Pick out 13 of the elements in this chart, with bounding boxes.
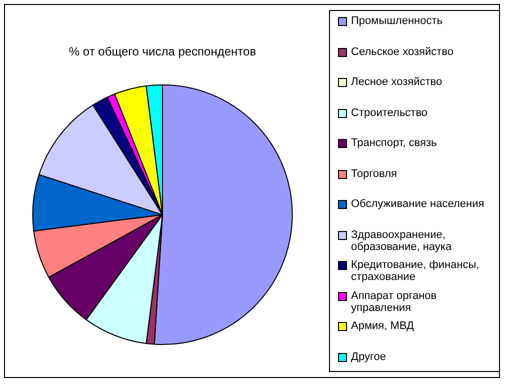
legend-label: Строительство [351,106,428,118]
legend-label: Здравоохранение, образование, наука [351,228,453,252]
legend-label: Сельское хозяйство [351,46,454,58]
text: % от общего числа респондентов [68,44,256,59]
legend-label: Торговля [351,168,397,180]
legend-label: Другое [351,350,386,362]
legend-label: Обслуживание населения [351,198,484,210]
legend-label: Армия, МВД [351,320,414,332]
legend-label: Промышленность [351,15,443,27]
legend-label: Транспорт, связь [351,137,437,149]
legend-label: Аппарат органов управления [351,290,438,314]
legend-label: Кредитование, финансы, страхование [351,259,480,283]
legend-label: Лесное хозяйство [351,76,442,88]
